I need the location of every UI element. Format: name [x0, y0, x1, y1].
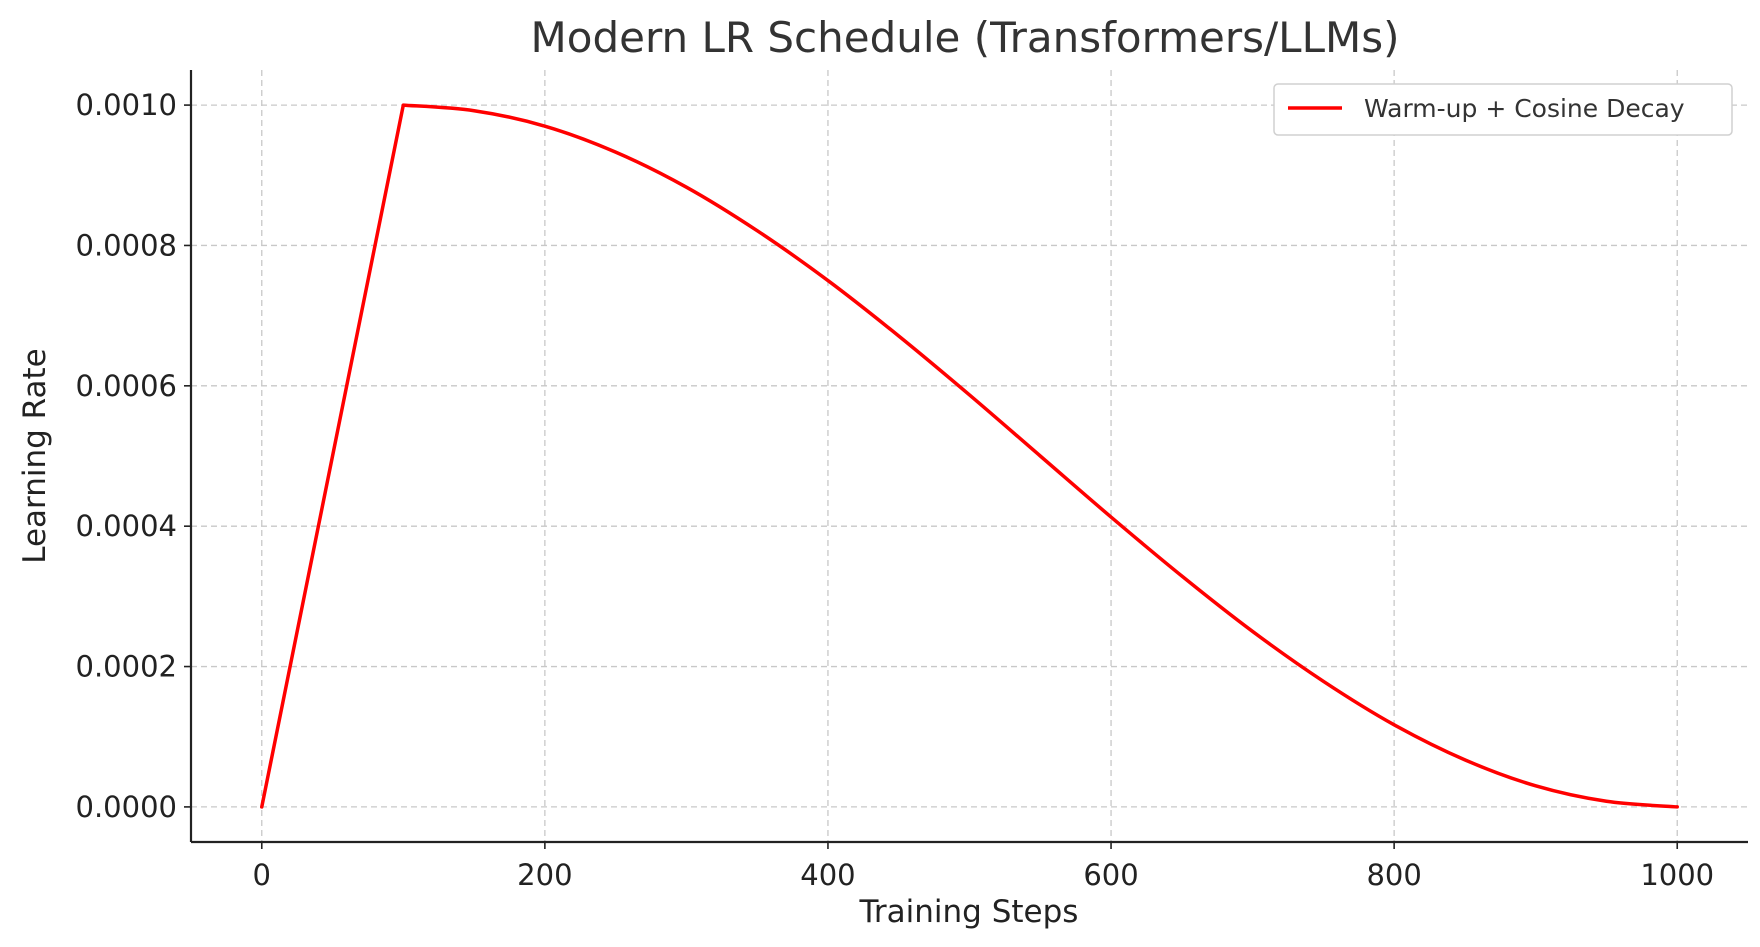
x-tick-label: 800	[1366, 858, 1421, 892]
y-tick-label: 0.0010	[76, 88, 177, 122]
grid	[191, 70, 1748, 842]
chart-title: Modern LR Schedule (Transformers/LLMs)	[531, 13, 1400, 62]
series-layer	[260, 103, 1679, 809]
x-tick-label: 400	[800, 858, 855, 892]
x-ticks: 0 200 400 600 800 1000	[253, 842, 1714, 892]
y-ticks: 0.0000 0.0002 0.0004 0.0006 0.0008 0.0010	[76, 88, 191, 824]
x-tick-label: 600	[1083, 858, 1138, 892]
legend-label: Warm-up + Cosine Decay	[1364, 94, 1685, 123]
legend-box	[1273, 83, 1733, 136]
x-axis-label: Training Steps	[859, 894, 1079, 930]
y-tick-label: 0.0000	[76, 790, 177, 824]
y-tick-label: 0.0006	[76, 369, 177, 403]
axes	[189, 70, 1748, 844]
y-tick-label: 0.0008	[76, 228, 177, 262]
y-tick-label: 0.0002	[76, 650, 177, 684]
x-tick-label: 0	[253, 858, 271, 892]
y-axis-label: Learning Rate	[17, 348, 53, 564]
y-tick-label: 0.0004	[76, 509, 177, 543]
series-line	[260, 103, 1679, 809]
legend: Warm-up + Cosine Decay	[1273, 83, 1733, 136]
x-tick-label: 200	[517, 858, 572, 892]
x-tick-label: 1000	[1640, 858, 1714, 892]
